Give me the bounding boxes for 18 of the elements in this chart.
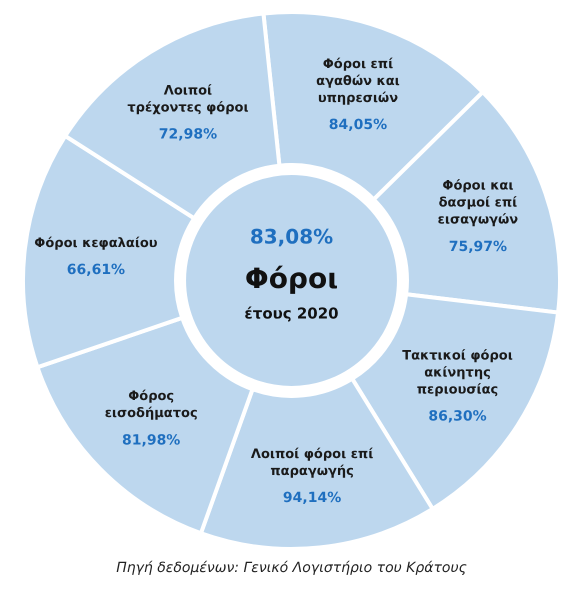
text: έτους 2020 [244, 304, 339, 322]
category-label: Φόροι και δασμοί επί εισαγωγών [438, 178, 518, 228]
data-label: 86,30% [428, 408, 487, 425]
category-label: Φόρος εισοδήματος [104, 389, 198, 422]
text: Πηγή δεδομένων: Γενικό Λογιστήριο του Κράτους [115, 560, 468, 576]
data-label: 72,98% [158, 126, 218, 143]
category-label: Φόροι επί αγαθών και υπηρεσιών [316, 56, 400, 106]
category-label: Λοιποί τρέχοντες φόροι [127, 83, 249, 116]
data-label: 81,98% [122, 432, 180, 448]
data-label: 66,61% [66, 262, 126, 278]
category-label: Φόροι κεφαλαίου [34, 236, 158, 251]
text: Φόροι [244, 262, 338, 295]
category-label: Τακτικοί φόροι ακίνητης περιουσίας [402, 348, 513, 398]
data-label: 84,05% [328, 117, 388, 134]
text: 83,08% [250, 224, 334, 249]
category-label: Λοιποί φόροι επί παραγωγής [250, 446, 374, 479]
data-label: 75,97% [448, 238, 508, 255]
data-label: 94,14% [282, 490, 342, 506]
